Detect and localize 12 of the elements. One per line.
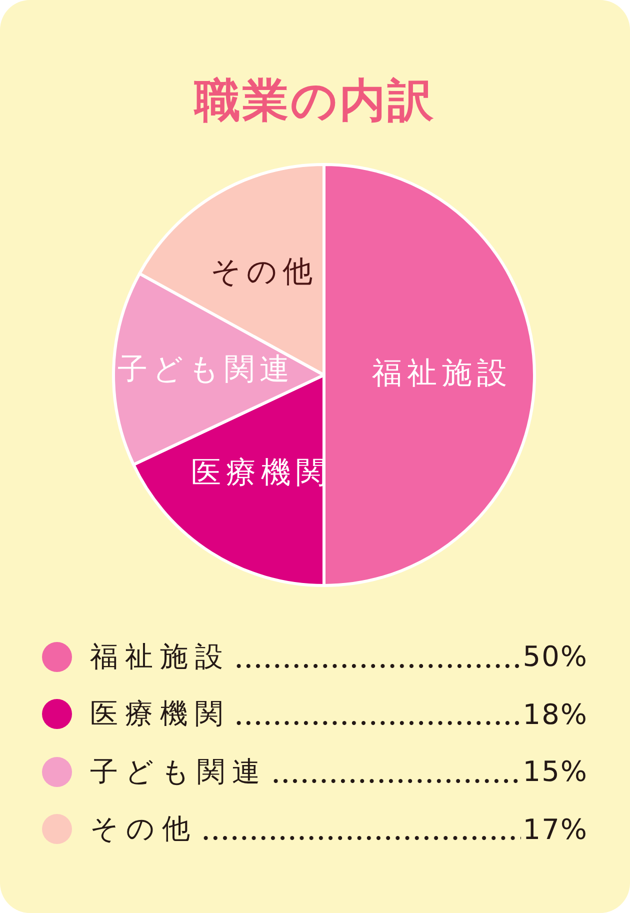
legend-label: 子ども関連 bbox=[90, 754, 267, 790]
slice-label: その他 bbox=[210, 254, 318, 290]
legend-label: 福祉施設 bbox=[90, 638, 230, 675]
slice-label: 子ども関連 bbox=[118, 352, 295, 388]
legend-label: その他 bbox=[90, 811, 197, 848]
data-label: 18% bbox=[522, 698, 588, 731]
chart-title: 職業の内訳 bbox=[192, 72, 436, 129]
legend-label: 医療機関 bbox=[90, 696, 230, 732]
data-label: 50% bbox=[522, 640, 588, 674]
data-label: 17% bbox=[522, 812, 588, 846]
slice-label: 福祉施設 bbox=[372, 356, 512, 391]
data-label: 15% bbox=[522, 755, 588, 788]
